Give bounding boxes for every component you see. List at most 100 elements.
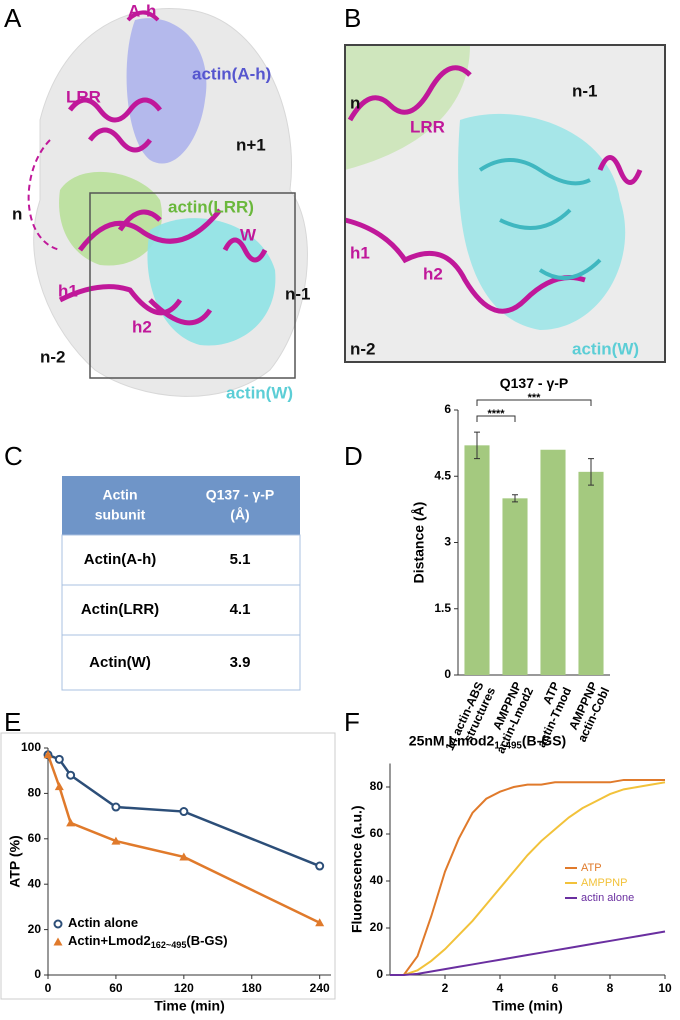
structure-label: actin(W) [226,383,293,402]
table-cell: 3.9 [230,654,251,671]
legend-label-suffix: (B-GS) [186,933,227,948]
chart-title-sub: 1~495 [494,740,522,751]
series-line [390,930,666,976]
panel-label: F [344,707,360,737]
chart-title: Q137 - γ-P [500,375,568,391]
structure-label: actin(A-h) [192,64,271,83]
panel-e-border [0,732,336,1000]
structure-label: h1 [58,281,78,300]
y-tick-label: 6 [444,402,451,416]
series-line [390,781,666,976]
bar [578,471,604,675]
y-tick-label: 20 [370,920,384,934]
chart-title-main: Q137 - γ-P [500,375,568,391]
marker [111,836,121,845]
marker [111,802,121,812]
table-cell: Actin(A-h) [84,551,156,568]
table-header: subunit [95,507,146,523]
table-header: Actin [103,487,138,503]
structure-label: n-2 [40,347,66,366]
structure-label: h2 [423,264,443,283]
panel-label: E [4,707,21,737]
bar [540,449,566,675]
y-tick-label: 3 [444,535,451,549]
significance-label: *** [528,392,542,404]
significance-bracket [476,399,592,406]
structure-b-image [344,44,666,363]
marker [43,750,53,759]
x-tick-label: 8 [607,981,614,995]
x-tick-label: 2 [442,981,449,995]
y-tick-label: 0 [444,667,451,681]
marker [54,754,64,764]
x-tick-label: 6 [552,981,559,995]
y-tick-label: 60 [370,826,384,840]
y-tick-label: 0 [34,967,41,981]
y-axis-title: Distance (Å) [411,502,427,584]
legend-marker [53,919,63,929]
y-tick-label: 40 [370,873,384,887]
structure-label: n [12,204,22,223]
panel-label: A [4,3,22,33]
legend-label-sub: 162~495 [151,940,187,950]
table-cell: Actin(W) [89,654,151,671]
legend-label: actin alone [581,892,634,904]
error-bar [512,494,518,503]
y-tick-label: 80 [370,779,384,793]
structure-label: h2 [132,317,152,336]
x-axis-title: Time (min) [492,998,563,1014]
structure-label: n [350,93,360,112]
structure-label: n+1 [236,135,266,154]
structure-a-image [27,8,308,397]
y-tick-label: 40 [28,876,42,890]
marker [54,782,64,791]
structure-label: n-2 [350,339,376,358]
structure-label: actin(LRR) [168,197,254,216]
x-tick-label: 120 [174,981,194,995]
table-cell: Actin(LRR) [81,601,159,618]
chart-title: 25nM Lmod21~495(B-GS) [409,732,566,751]
marker [179,807,189,817]
structure-label: n-1 [572,81,598,100]
marker [315,861,325,871]
y-tick-label: 100 [21,740,41,754]
y-tick-label: 4.5 [434,468,451,482]
legend-marker [53,937,63,946]
x-tick-label: 4 [497,981,504,995]
bar [464,445,490,675]
y-axis-title: Fluorescence (a.u.) [349,805,365,933]
series-line [390,778,665,976]
marker [179,852,189,861]
table-header: (Å) [230,507,249,523]
x-tick-label: 60 [109,981,123,995]
structure-label: LRR [66,87,101,106]
y-axis-title: ATP (%) [7,835,23,887]
table-cell: 4.1 [230,601,251,618]
legend-label: ATP [581,862,602,874]
table-cell: 5.1 [230,551,251,568]
series-line [46,754,321,924]
y-tick-label: 1.5 [434,601,451,615]
chart-title-main: 25nM Lmod2 [409,732,495,748]
structure-label: A-h [128,1,156,20]
legend-label-main: Actin+Lmod2 [68,933,151,948]
marker [315,918,325,927]
panel-label: D [344,441,363,471]
x-tick-label: 180 [242,981,262,995]
x-tick-label: 10 [658,981,672,995]
error-bar [474,431,480,460]
legend-label-main: Actin alone [68,915,138,930]
legend-label: Actin+Lmod2162~495(B-GS) [68,933,228,950]
significance-bracket [476,415,516,422]
x-axis-title: Time (min) [154,998,225,1014]
table-header: Q137 - γ-P [206,487,274,503]
y-tick-label: 80 [28,786,42,800]
marker [66,818,76,827]
structure-label: n-1 [285,284,311,303]
y-tick-label: 60 [28,831,42,845]
legend-label: AMPPNP [581,877,627,889]
marker [66,770,76,780]
structure-label: h1 [350,243,370,262]
y-tick-label: 20 [28,922,42,936]
